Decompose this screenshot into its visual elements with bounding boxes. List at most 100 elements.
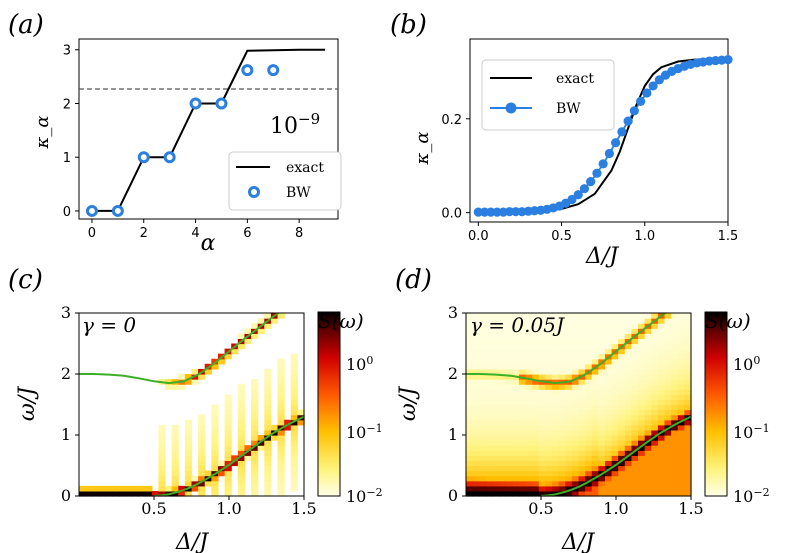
panel-d-heatmap-cell	[518, 338, 527, 345]
panel-d-heatmap-cell	[677, 358, 685, 365]
panel-d-heatmap-cell	[485, 475, 494, 482]
panel-d-heatmap-cell	[631, 343, 639, 350]
panel-d-heatmap-cell	[598, 379, 606, 385]
panel-c-heatmap-cell	[290, 399, 298, 406]
panel-d-heatmap-cell	[518, 424, 527, 431]
panel-d-heatmap-cell	[598, 374, 606, 380]
panel-c-heatmap-cell	[171, 450, 179, 456]
panel-d-heatmap-cell	[466, 465, 474, 472]
panel-c-colorbar-label: S(ω)	[318, 309, 364, 333]
panel-c-heatmap-cell	[237, 435, 246, 441]
panel-d-heatmap-cell	[552, 389, 560, 395]
panel-c-heatmap-cell	[237, 409, 246, 416]
panel-d-heatmap-cell	[598, 445, 606, 451]
panel-c-heatmap-cell	[151, 490, 160, 497]
panel-c-heatmap-cell	[184, 450, 193, 456]
panel-d-heatmap-cell	[604, 368, 613, 375]
panel-d-heatmap-cell	[677, 394, 685, 401]
panel-d-heatmap-cell	[684, 455, 692, 462]
panel-d-heatmap-cell	[671, 445, 679, 451]
panel-c-heatmap-cell	[297, 409, 305, 416]
panel-d-heatmap-cell	[598, 348, 606, 355]
panel-d-heatmap-cell	[684, 419, 692, 426]
panel-d-heatmap-cell	[604, 429, 613, 436]
panel-d-heatmap-cell	[558, 460, 566, 467]
panel-d-heatmap-cell	[671, 475, 679, 482]
panel-d-heatmap-cell	[472, 353, 480, 360]
panel-c-heatmap-cell	[158, 470, 166, 477]
panel-c-heatmap-cells	[79, 313, 305, 497]
panel-d-heatmap-cell	[512, 460, 520, 467]
panel-d-heatmap-cell	[532, 328, 540, 334]
panel-d-heatmap-cell	[499, 358, 507, 365]
panel-d-heatmap-cell	[677, 429, 685, 436]
panel-d-heatmap-cell	[624, 343, 633, 350]
panel-d-heatmap-cell	[505, 323, 513, 329]
panel-d-heatmap-cell	[479, 384, 487, 390]
panel-c-heatmap-cell	[290, 404, 298, 411]
panel-d-heatmap-cell	[591, 368, 599, 375]
panel-d-heatmap-cell	[571, 440, 580, 446]
panel-d-heatmap-cell	[518, 333, 527, 340]
panel-c-heatmap-cell	[158, 424, 166, 431]
panel-d-heatmap-cell	[512, 368, 520, 375]
panel-d-heatmap-cell	[585, 318, 593, 324]
panel-d-heatmap-cell	[479, 470, 487, 477]
panel-d-heatmap-cell	[492, 475, 500, 482]
panel-d-heatmap-cell	[585, 333, 593, 340]
panel-d-heatmap-cell	[644, 313, 652, 319]
panel-d-heatmap-cell	[598, 414, 606, 421]
panel-d-heatmap-cell	[472, 450, 480, 456]
panel-c-heatmap-cell	[224, 409, 232, 416]
panel-a-legend-box	[228, 151, 342, 211]
panel-d-heatmap-cell	[578, 460, 586, 467]
panel-d-heatmap-cell	[466, 480, 474, 487]
panel-d-heatmap-cell	[611, 323, 619, 329]
panel-d-heatmap-cell	[479, 419, 487, 426]
panel-c-heatmap-cell	[237, 419, 246, 426]
panel-c-heatmap-cell	[211, 409, 219, 416]
panel-d-heatmap-cell	[611, 333, 619, 340]
panel-c-heatmap-cell	[171, 465, 179, 472]
panel-c-heatmap-cell	[158, 460, 166, 467]
panel-d-heatmap-cell	[545, 470, 553, 477]
panel-d-heatmap-cell	[624, 435, 633, 441]
panel-d-heatmap-cell	[624, 419, 633, 426]
panel-d-heatmap-cell	[512, 435, 520, 441]
panel-c-heatmap-cell	[171, 455, 179, 462]
panel-d-heatmap-cell	[638, 414, 646, 421]
panel-d-heatmap-cell	[684, 480, 692, 487]
panel-d-heatmap-cell	[657, 343, 666, 350]
panel-d-heatmap-cell	[591, 389, 599, 395]
panel-d-heatmap-cell	[664, 490, 672, 497]
panel-d-heatmap-cell	[618, 480, 626, 487]
panel-d-heatmap-cell	[518, 475, 527, 482]
panel-c-heatmap-cell	[158, 440, 166, 446]
panel-d-heatmap-cell	[611, 394, 619, 401]
panel-d-heatmap-cell	[492, 374, 500, 380]
panel-c-heatmap-cell	[290, 465, 298, 472]
panel-c-heatmap-cell	[198, 445, 206, 451]
panel-d-heatmap-cell	[525, 343, 533, 350]
panel-d-heatmap-cell	[684, 353, 692, 360]
panel-c-heatmap-cell	[270, 424, 279, 431]
panel-d-heatmap-cell	[479, 409, 487, 416]
panel-d-heatmap-cell	[505, 353, 513, 360]
panel-d-heatmap-cell	[505, 328, 513, 334]
panel-d-heatmap-cell	[512, 399, 520, 406]
panel-d-heatmap-cell	[472, 485, 480, 492]
panel-d-heatmap-cell	[525, 419, 533, 426]
panel-c-frame	[78, 312, 305, 497]
panel-d-heatmap-cell	[684, 435, 692, 441]
panel-d-heatmap-cell	[677, 435, 685, 441]
panel-d-heatmap-cell	[631, 374, 639, 380]
panel-d-heatmap-cell	[545, 445, 553, 451]
panel-c-heatmap-cell	[264, 399, 272, 406]
panel-d-heatmap-cell	[585, 338, 593, 345]
panel-d-heatmap-cell	[518, 485, 527, 492]
panel-d-heatmap-cell	[585, 353, 593, 360]
panel-d-heatmap-cell	[518, 445, 527, 451]
panel-d-heatmap-cell	[479, 450, 487, 456]
panel-c-heatmap-cell	[138, 490, 146, 497]
panel-d-heatmap-cell	[552, 455, 560, 462]
